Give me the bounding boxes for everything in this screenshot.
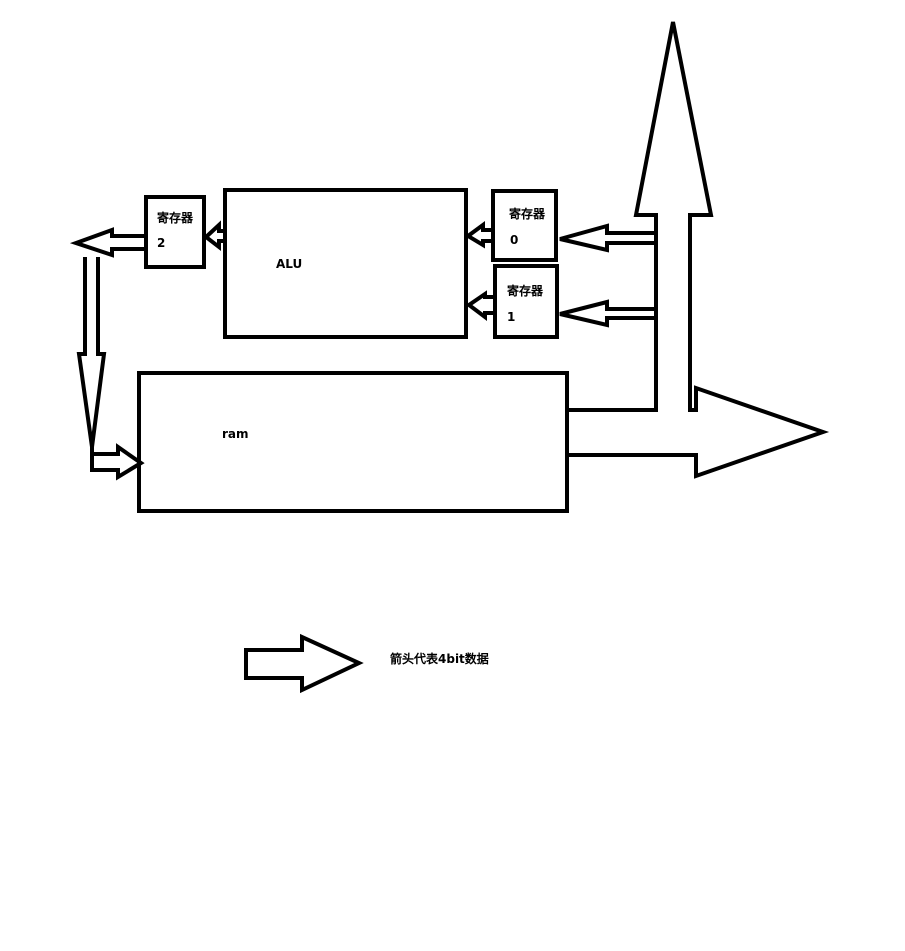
arrow-alu-to-register-2 bbox=[202, 220, 225, 252]
ram-label: ram bbox=[222, 427, 249, 441]
arrow-bus-to-register-1 bbox=[559, 299, 656, 328]
alu-label: ALU bbox=[276, 257, 302, 271]
arrow-register-2-out bbox=[69, 227, 146, 258]
register-1-title: 寄存器 bbox=[507, 283, 544, 298]
register-2-box bbox=[144, 195, 206, 269]
register-0-index: 0 bbox=[510, 233, 518, 247]
ram-box bbox=[137, 371, 569, 513]
register-0-box bbox=[491, 189, 558, 262]
arrow-register-1-to-alu bbox=[465, 290, 497, 321]
arrow-down-to-ram-line bbox=[76, 257, 107, 448]
legend-text: 箭头代表4bit数据 bbox=[390, 651, 489, 666]
register-1-box bbox=[493, 264, 559, 339]
register-0-title: 寄存器 bbox=[509, 206, 546, 221]
register-2-title: 寄存器 bbox=[157, 210, 194, 225]
bus-arrow-up-right bbox=[568, 21, 830, 479]
register-2-index: 2 bbox=[157, 236, 165, 250]
arrow-into-ram bbox=[90, 443, 145, 481]
arrow-register-0-to-alu bbox=[464, 221, 493, 249]
legend-arrow-icon bbox=[244, 633, 364, 694]
arrow-bus-to-register-0 bbox=[559, 223, 656, 253]
alu-box bbox=[223, 188, 468, 339]
register-1-index: 1 bbox=[507, 310, 515, 324]
